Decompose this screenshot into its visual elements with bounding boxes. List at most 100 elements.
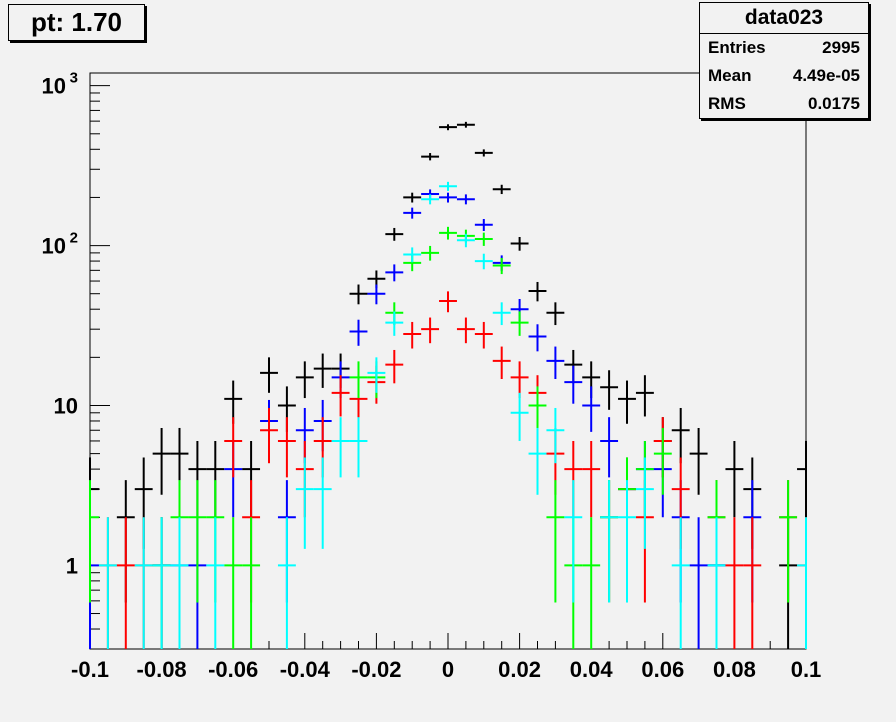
- axis-labels: -0.1 -0.08 -0.06 -0.04 -0.02 0 0.02 0.04 0.06 0.0…: [42, 70, 822, 682]
- data-point: [456, 121, 475, 128]
- data-point: [367, 357, 386, 393]
- data-point: [474, 218, 493, 231]
- data-point: [421, 194, 440, 205]
- data-point: [152, 517, 171, 649]
- data-point: [349, 319, 368, 346]
- data-point: [600, 480, 619, 603]
- data-point: [295, 457, 314, 549]
- data-point: [528, 324, 547, 352]
- data-point: [474, 253, 493, 270]
- data-point: [116, 517, 135, 649]
- data-point: [277, 517, 296, 649]
- stats-value: 0.0175: [808, 94, 860, 113]
- data-point: [707, 517, 726, 649]
- data-point: [385, 311, 404, 336]
- series-group: [98, 181, 807, 649]
- data-point: [242, 517, 261, 649]
- data-point: [797, 440, 807, 518]
- data-point: [528, 427, 547, 495]
- y-tick-exponent: 3: [70, 70, 78, 87]
- data-point: [528, 281, 547, 302]
- data-point: [403, 247, 422, 263]
- x-tick-label: 0.1: [791, 657, 822, 682]
- series-layer: [89, 121, 807, 649]
- data-point: [510, 311, 529, 336]
- data-point: [277, 417, 296, 478]
- title-text: pt: 1.70: [30, 7, 123, 37]
- title-box: pt: 1.70: [8, 4, 145, 41]
- data-point: [421, 153, 440, 161]
- data-point: [224, 517, 243, 649]
- data-point: [564, 365, 583, 404]
- data-point: [510, 236, 529, 251]
- stats-value: 2995: [822, 38, 860, 57]
- data-point: [224, 417, 243, 478]
- data-point: [546, 407, 565, 464]
- data-point: [349, 361, 368, 399]
- x-tick-label: -0.08: [137, 657, 187, 682]
- data-point: [421, 317, 440, 344]
- data-point: [546, 346, 565, 380]
- data-point: [313, 457, 332, 549]
- data-point: [170, 517, 189, 649]
- data-point: [349, 417, 368, 478]
- data-point: [582, 386, 601, 432]
- data-point: [797, 517, 807, 649]
- x-tick-label: 0.06: [641, 657, 684, 682]
- data-point: [188, 480, 207, 603]
- data-point: [492, 346, 511, 380]
- y-tick-label: 1: [66, 553, 78, 578]
- data-point: [492, 302, 511, 326]
- data-point: [725, 517, 744, 649]
- data-point: [618, 480, 636, 603]
- y-tick-label: 10: [54, 393, 78, 418]
- data-point: [474, 149, 493, 157]
- data-point: [385, 264, 404, 282]
- data-point: [295, 361, 314, 399]
- data-point: [689, 427, 708, 495]
- data-point: [456, 233, 475, 248]
- data-point: [635, 457, 654, 549]
- data-point: [492, 184, 511, 195]
- data-point: [618, 380, 636, 424]
- data-point: [385, 349, 404, 384]
- x-tick-label: 0.02: [498, 657, 541, 682]
- data-point: [89, 480, 99, 603]
- data-point: [439, 192, 457, 203]
- data-point: [635, 375, 654, 417]
- stats-name: data023: [700, 3, 868, 34]
- stats-value: 4.49e-05: [792, 66, 860, 85]
- stats-row-entries: Entries 2995: [700, 34, 868, 62]
- data-point: [528, 386, 547, 432]
- data-point: [439, 291, 457, 313]
- data-point: [134, 517, 153, 649]
- data-point: [779, 480, 798, 603]
- data-point: [260, 407, 278, 464]
- data-point: [367, 284, 386, 305]
- data-point: [456, 317, 475, 344]
- data-point: [546, 480, 565, 603]
- x-tick-label: 0.04: [570, 657, 614, 682]
- data-point: [439, 181, 457, 191]
- data-point: [439, 124, 457, 131]
- x-tick-label: -0.04: [280, 657, 331, 682]
- data-point: [349, 284, 368, 305]
- stats-row-mean: Mean 4.49e-05: [700, 62, 868, 90]
- data-point: [260, 357, 278, 393]
- data-point: [671, 407, 690, 464]
- data-point: [331, 375, 350, 417]
- data-point: [456, 194, 475, 205]
- y-tick-label: 10: [42, 74, 66, 99]
- x-tick-label: -0.1: [71, 657, 109, 682]
- stats-row-rms: RMS 0.0175: [700, 90, 868, 118]
- data-point: [689, 517, 708, 649]
- data-point: [510, 392, 529, 441]
- y-tick-label: 10: [42, 234, 66, 259]
- data-point: [403, 207, 422, 219]
- data-point: [564, 480, 583, 603]
- data-point: [600, 417, 619, 478]
- x-tick-label: -0.06: [208, 657, 258, 682]
- data-point: [582, 517, 601, 649]
- y-tick-exponent: 2: [70, 230, 78, 247]
